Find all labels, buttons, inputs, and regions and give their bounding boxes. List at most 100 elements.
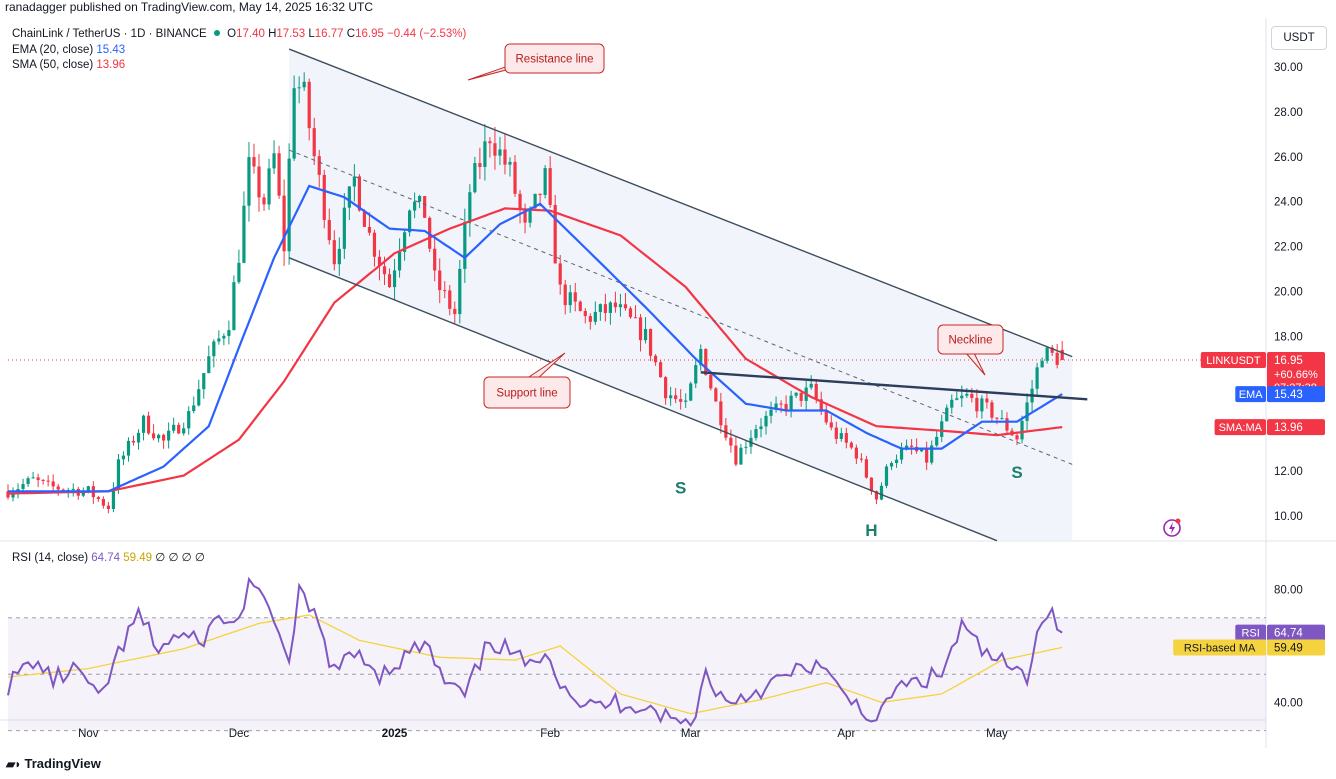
candle-body xyxy=(659,362,663,378)
rsi-badge-value: 64.74 xyxy=(1274,628,1303,640)
candle-body xyxy=(377,256,382,267)
candle-body xyxy=(563,284,567,306)
candle-body xyxy=(151,433,156,439)
symbol-name[interactable]: ChainLink / TetherUS · 1D · BINANCE xyxy=(12,28,207,40)
candle-body xyxy=(618,304,623,308)
candle-body xyxy=(1055,352,1059,365)
candle-body xyxy=(41,479,45,481)
candle-body xyxy=(227,330,231,336)
ema-badge-label-bg xyxy=(1235,386,1266,403)
candle-body xyxy=(392,270,397,288)
candle-body xyxy=(61,489,65,491)
candle-body xyxy=(598,304,602,312)
candle-body xyxy=(11,492,15,498)
candle-body xyxy=(669,395,673,399)
tradingview-logo[interactable]: ▰◗ TradingView xyxy=(6,756,101,771)
candle-body xyxy=(849,442,853,448)
candle-body xyxy=(759,426,763,430)
candle-body xyxy=(402,232,407,252)
candle-body xyxy=(167,430,171,441)
candle-body xyxy=(1050,347,1054,353)
rsi-legend-label: RSI (14, close) xyxy=(12,552,89,564)
candle-body xyxy=(689,383,693,401)
change-value: −0.44 (−2.53%) xyxy=(387,28,467,40)
sma-legend-row[interactable]: SMA (50, close) 13.96 xyxy=(12,58,466,74)
price-tick-label: 28.00 xyxy=(1274,107,1303,119)
right-shoulder-label: S xyxy=(1011,463,1022,482)
last-price-badge-change: +60.66% xyxy=(1274,369,1318,381)
sma50-line[interactable] xyxy=(7,207,1063,495)
resistance-trendline[interactable] xyxy=(288,48,1073,358)
sma-badge-value-bg xyxy=(1267,419,1325,436)
sma-legend-value: 13.96 xyxy=(96,59,126,71)
candle-body xyxy=(940,421,944,437)
candle-body xyxy=(21,484,25,489)
neckline-trendline[interactable] xyxy=(700,371,1088,401)
candle-body xyxy=(980,398,984,412)
rsi-badge[interactable]: RSI 64.74 xyxy=(1235,624,1325,641)
sma-badge-value: 13.96 xyxy=(1274,422,1303,434)
candle-body xyxy=(56,486,60,490)
candle-body xyxy=(664,377,668,399)
time-tick-label: 2025 xyxy=(382,728,408,740)
candle-body xyxy=(985,398,989,403)
candle-body xyxy=(1015,435,1019,440)
candle-body xyxy=(879,485,884,500)
ema20-line[interactable] xyxy=(8,184,1063,493)
candle-body xyxy=(774,403,778,410)
candle-body xyxy=(101,498,105,506)
candle-body xyxy=(106,505,110,509)
candle-body xyxy=(854,447,858,459)
candle-body xyxy=(1035,367,1039,389)
support-callout[interactable]: Support line xyxy=(483,352,571,409)
candle-body xyxy=(869,477,874,492)
currency-button[interactable]: USDT xyxy=(1271,26,1327,50)
candle-body xyxy=(679,399,683,402)
time-tick-label: May xyxy=(986,728,1008,740)
candle-body xyxy=(312,128,316,157)
price-tick-label: 12.00 xyxy=(1274,466,1303,478)
alert-icon-ring xyxy=(1163,519,1181,537)
rsi-badge-label-bg xyxy=(1235,624,1266,641)
candle-body xyxy=(739,447,743,465)
price-tick-label: 30.00 xyxy=(1274,62,1303,74)
price-tick-label: 10.00 xyxy=(1274,511,1303,523)
rsi-line[interactable] xyxy=(7,576,1063,728)
candle-body xyxy=(684,400,688,402)
candle-body xyxy=(558,263,562,285)
resistance-callout[interactable]: Resistance line xyxy=(467,43,605,81)
sma-badge[interactable]: SMA:MA 13.96 xyxy=(1214,419,1325,436)
candle-body xyxy=(382,266,387,275)
candle-body xyxy=(784,403,788,410)
candle-body xyxy=(172,424,176,431)
rsi-ma-badge[interactable]: RSI-based MA 59.49 xyxy=(1173,639,1325,656)
candle-body xyxy=(297,87,301,89)
ema-legend-row[interactable]: EMA (20, close) 15.43 xyxy=(12,43,466,59)
candle-body xyxy=(839,433,843,439)
last-price-badge-value-bg xyxy=(1267,351,1325,396)
alert-lightning-icon[interactable] xyxy=(1163,518,1181,537)
candle-body xyxy=(463,221,467,269)
support-trendline[interactable] xyxy=(288,257,998,542)
head-label: H xyxy=(865,521,877,540)
candle-body xyxy=(884,466,889,486)
support-callout-text: Support line xyxy=(496,388,557,400)
last-price-badge-label-bg xyxy=(1200,351,1266,368)
candle-body xyxy=(1060,349,1064,360)
candle-body xyxy=(829,422,833,428)
alert-icon-dot xyxy=(1175,518,1181,524)
candle-body xyxy=(332,240,336,265)
rsi-legend[interactable]: RSI (14, close) 64.74 59.49 ∅ ∅ ∅ ∅ xyxy=(12,550,205,564)
candle-body xyxy=(633,317,638,319)
neckline-callout[interactable]: Neckline xyxy=(937,324,1004,376)
candle-body xyxy=(734,445,738,465)
rsi-ma-line[interactable] xyxy=(7,614,1063,715)
candle-body xyxy=(628,308,633,318)
ema-badge[interactable]: EMA 15.43 xyxy=(1235,386,1325,403)
open-label: O xyxy=(227,28,237,40)
candle-body xyxy=(553,204,557,264)
candle-body xyxy=(357,176,361,211)
resistance-callout-text: Resistance line xyxy=(516,54,594,66)
